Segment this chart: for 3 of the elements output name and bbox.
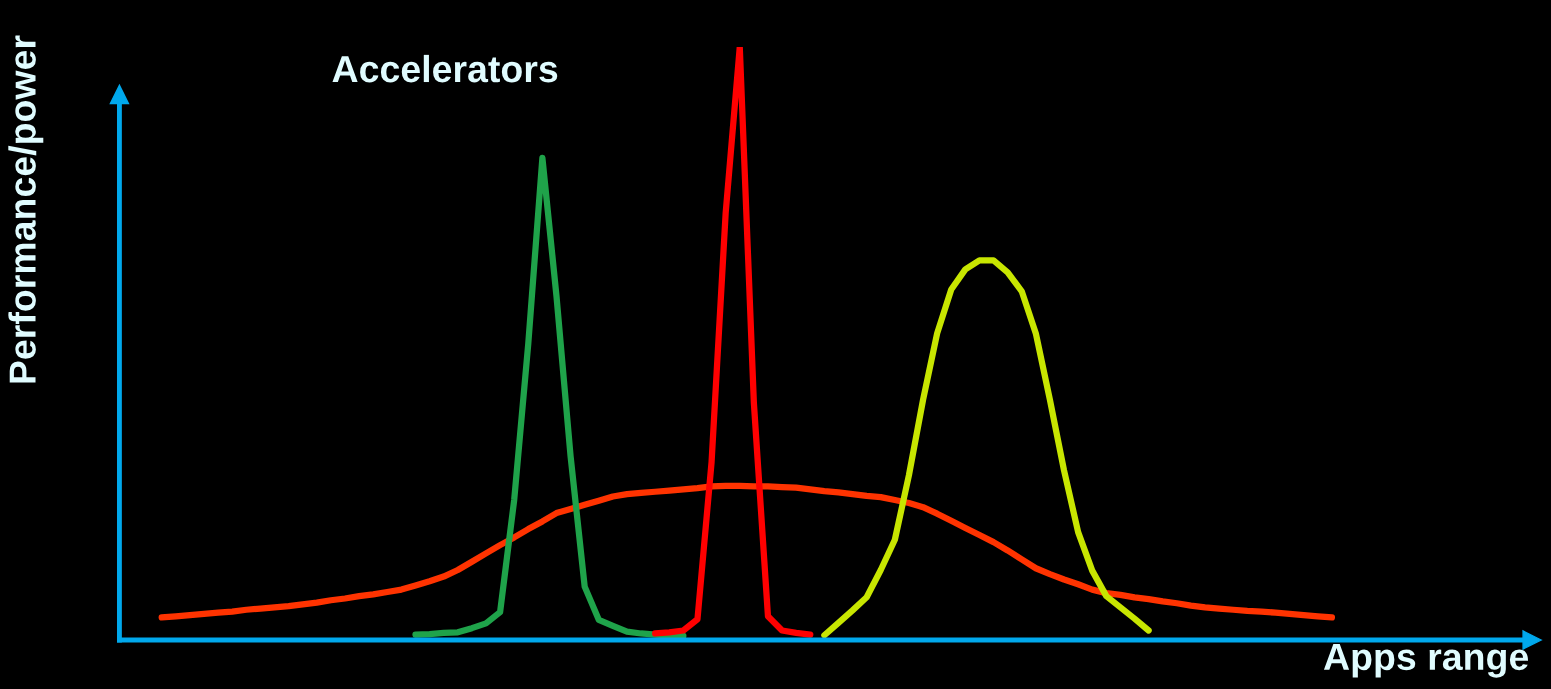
- y-axis-title: Performance/power: [8, 35, 44, 383]
- x-axis-title: Apps range: [1323, 643, 1529, 678]
- annotation: Accelerators: [332, 54, 558, 83]
